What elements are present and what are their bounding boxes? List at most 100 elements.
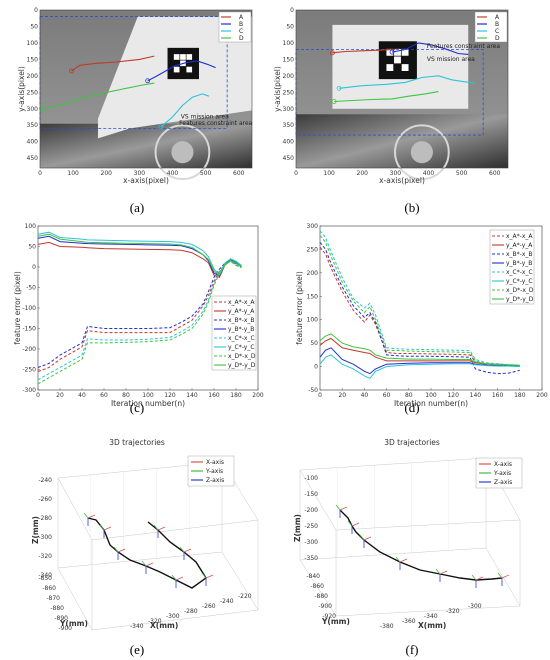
x-tick-label: 180 xyxy=(230,392,242,399)
x-tick-label: -320 xyxy=(148,618,162,625)
x-axis-label: X(mm) xyxy=(418,621,446,630)
series-line-y_C*-y_C xyxy=(37,231,242,276)
panel-c-feature-error-plot: 0 20 40 60 80 100 120 140 160 180 200 100 50 0 -50 -100… xyxy=(13,223,264,408)
box-edge xyxy=(57,477,93,541)
frame-y-axis xyxy=(395,556,401,563)
panel-d-feature-error-plot: 0 20 40 60 80 100 120 140 160 180 200 300 250 200 150 1… xyxy=(295,223,548,408)
z-tick-label: -250 xyxy=(304,523,318,530)
y-tick-label: -840 xyxy=(306,573,320,580)
start-point-C xyxy=(158,124,164,130)
box-edge xyxy=(335,519,521,531)
y-tick-label: -880 xyxy=(314,593,328,600)
trajectory-A xyxy=(332,48,396,54)
z-tick-label: -260 xyxy=(38,496,52,503)
z-tick-label: -300 xyxy=(304,539,318,546)
legend-label: y_D*-y_D xyxy=(228,362,256,369)
z-tick-label: -280 xyxy=(38,515,52,522)
x-tick-label: 60 xyxy=(100,392,108,399)
start-point-B xyxy=(145,78,151,84)
y-tick-label: 150 xyxy=(27,56,39,63)
marker-cell xyxy=(386,64,394,71)
legend-label: x_A*-x_A xyxy=(228,299,255,306)
y-tick-label: 150 xyxy=(307,293,319,300)
x-tick-label: 0 xyxy=(36,392,40,399)
frame-x-axis xyxy=(501,574,510,579)
z-tick-label: -100 xyxy=(304,475,318,482)
marker-cell xyxy=(186,54,193,60)
x-tick-label: 0 xyxy=(318,392,322,399)
panel-a-camera-view: 0 100 200 300 400 500 600 0 50 100 150 200 250 300 350… xyxy=(17,7,253,185)
x-axis-label: X(mm) xyxy=(150,621,178,630)
legend-label-A: A xyxy=(239,14,244,21)
x-tick-label: 160 xyxy=(208,392,220,399)
trajectory-C xyxy=(339,75,475,89)
frame-y-axis xyxy=(335,504,341,511)
frame-x-axis xyxy=(145,562,154,567)
x-tick-label: -340 xyxy=(424,613,438,620)
y-tick-label: 50 xyxy=(310,340,318,347)
box-edge xyxy=(485,547,521,607)
gear-hub xyxy=(171,141,194,164)
y-tick-label: -860 xyxy=(310,583,324,590)
z-tick-label: -320 xyxy=(38,553,52,560)
caption-d: (d) xyxy=(404,400,419,415)
z-tick-label: -200 xyxy=(304,507,318,514)
marker-cell xyxy=(173,54,180,60)
trajectory-C xyxy=(160,93,210,128)
start-point-B xyxy=(389,49,395,55)
frame-y-axis xyxy=(171,574,177,581)
y-tick-label: -850 xyxy=(38,575,52,582)
frame-y-axis xyxy=(471,574,477,581)
legend-label: x_D*-x_D xyxy=(228,353,256,360)
marker-cell xyxy=(180,54,186,60)
gear-shape xyxy=(154,124,211,181)
x-tick-label: 80 xyxy=(405,392,413,399)
legend-label: Z-axis xyxy=(494,479,512,486)
y-tick-label: 100 xyxy=(283,40,295,47)
y-tick-label: 0 xyxy=(314,364,318,371)
legend-label: y_C*-y_C xyxy=(506,278,533,285)
legend-label: y_B*-y_B xyxy=(228,326,254,333)
legend-label-C: C xyxy=(495,28,499,35)
x-tick-label: 600 xyxy=(489,170,501,177)
y-tick-label: -150 xyxy=(22,326,36,333)
legend-label-B: B xyxy=(495,21,499,28)
frame-x-axis xyxy=(339,506,348,511)
y-tick-label: 150 xyxy=(283,56,295,63)
caption-a: (a) xyxy=(130,200,144,215)
caption-c: (c) xyxy=(130,400,144,415)
y-tick-label: 350 xyxy=(27,122,39,129)
x-tick-label: -220 xyxy=(238,593,252,600)
y-axis-label: Y(mm) xyxy=(321,617,350,626)
chart-title: 3D trajectories xyxy=(109,438,165,447)
y-tick-label: 0 xyxy=(34,7,38,14)
frame-x-axis xyxy=(475,576,484,581)
y-axis-label: y-axis(pixel) xyxy=(273,66,282,112)
x-tick-label: 140 xyxy=(470,392,482,399)
trajectory-B xyxy=(147,60,216,82)
legend-label: y_B*-y_B xyxy=(506,260,532,267)
legend-box xyxy=(489,229,535,305)
y-tick-label: 250 xyxy=(27,89,39,96)
frame-x-axis xyxy=(103,526,112,531)
legend-label-D: D xyxy=(495,35,500,42)
plot-frame xyxy=(39,9,253,169)
y-tick-label: 300 xyxy=(283,106,295,113)
y-tick-label: 100 xyxy=(25,223,37,230)
y-axis-label: feature error (pixel) xyxy=(13,271,22,345)
y-tick-label: -860 xyxy=(42,585,56,592)
legend-label: Y-axis xyxy=(205,468,223,475)
legend-label: x_D*-x_D xyxy=(506,287,534,294)
y-tick-label: 200 xyxy=(27,73,39,80)
x-tick-label: -380 xyxy=(380,623,394,630)
series-line-x_C*-x_C xyxy=(319,230,520,366)
x-tick-label: 180 xyxy=(514,392,526,399)
x-tick-label: 0 xyxy=(38,170,42,177)
x-axis-label: Iteration number(n) xyxy=(111,399,185,408)
x-tick-label: -260 xyxy=(202,603,216,610)
y-tick-label: -900 xyxy=(58,625,72,632)
frame-y-axis xyxy=(113,546,119,553)
y-tick-label: -870 xyxy=(46,595,60,602)
machinery-region xyxy=(296,114,508,168)
box-edge xyxy=(91,609,259,631)
